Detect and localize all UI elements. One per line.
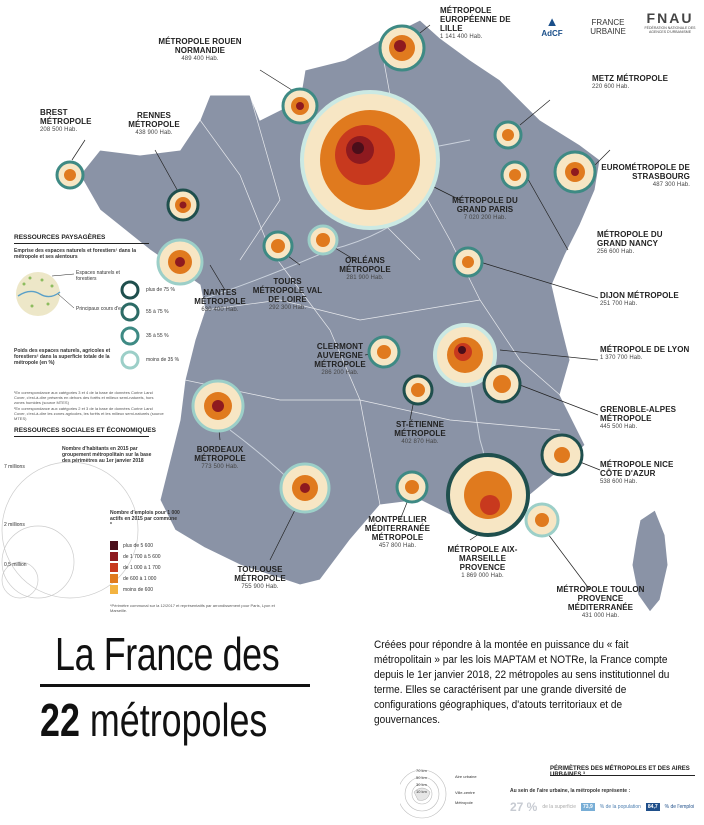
label-toulouse: TOULOUSE MÉTROPOLE 755 900 Hab. xyxy=(234,565,286,590)
title-line-1: La France des xyxy=(55,628,280,680)
radius-10: 10 km xyxy=(416,789,427,794)
radius-30: 30 km xyxy=(416,782,427,787)
stat-emploi-label: % de l'emploi xyxy=(664,804,695,810)
title-word: métropoles xyxy=(89,694,268,746)
title-rule xyxy=(40,684,310,687)
label-tours: TOURS MÉTROPOLE VAL DE LOIRE 292 300 Hab. xyxy=(252,277,323,311)
label-lyon: MÉTROPOLE DE LYON 1 370 700 Hab. xyxy=(600,345,690,361)
bottom-stats: 27 % de la superficie 73,9 % de la popul… xyxy=(510,800,694,814)
legend-note-1: ¹En correspondance aux catégories 3 et 4… xyxy=(14,390,154,405)
swatch-4 xyxy=(110,574,118,583)
fnau-logo: FNAU FÉDÉRATION NATIONALE DES AGENCES D'… xyxy=(644,10,696,34)
legend-size-05m: 0,5 million xyxy=(4,562,27,568)
ville-label: Ville-centre xyxy=(455,790,475,795)
label-nancy: MÉTROPOLE DU GRAND NANCY 256 600 Hab. xyxy=(597,230,663,255)
label-rouen: MÉTROPOLE ROUEN NORMANDIE 489 400 Hab. xyxy=(158,37,242,62)
legend-ring-4: moins de 35 % xyxy=(146,357,180,363)
legend-ring-icons xyxy=(120,280,140,370)
label-toulon: MÉTROPOLE TOULON PROVENCE MÉDITERRANÉE 43… xyxy=(556,585,645,619)
metropole-label: Métropole xyxy=(455,800,473,805)
legend-cours-label: Principaux cours d'eau xyxy=(76,306,127,312)
legend-paysage-title: RESSOURCES PAYSAGÈRES xyxy=(14,234,106,241)
label-brest: BREST MÉTROPOLE 208 500 Hab. xyxy=(40,108,92,133)
label-bordeaux: BORDEAUX MÉTROPOLE 773 500 Hab. xyxy=(194,445,246,470)
legend-emplois-title: Nombre d'emplois pour 1 000 actifs en 20… xyxy=(110,510,180,528)
legend-emplois-note: *Périmètre communal sur la 12/2017 et re… xyxy=(110,603,275,613)
adcf-logo: ▲ AdCF xyxy=(541,14,563,38)
label-lille: MÉTROPOLE EUROPÉENNE DE LILLE 1 141 400 H… xyxy=(440,6,511,40)
radius-50: 50 km xyxy=(416,775,427,780)
stat-population-value: 73,9 xyxy=(581,803,595,811)
legend-espaces-label: Espaces naturels et forestiers xyxy=(76,270,120,282)
bottom-sub: Au sein de l'aire urbaine, la métropole … xyxy=(510,788,631,794)
label-grenoble: GRENOBLE-ALPES MÉTROPOLE 445 500 Hab. xyxy=(600,405,677,430)
radius-70: 70 km xyxy=(416,768,427,773)
legend-note-2: ²En correspondance aux catégories 2 et 3… xyxy=(14,406,164,421)
swatch-1 xyxy=(110,541,118,550)
label-nantes: NANTES MÉTROPOLE 630 400 Hab. xyxy=(194,288,246,313)
label-metz: METZ MÉTROPOLE 220 600 Hab. xyxy=(592,74,669,90)
stat-emploi-value: 84,7 xyxy=(645,803,660,811)
label-nice: MÉTROPOLE NICE CÔTE D'AZUR 538 600 Hab. xyxy=(600,460,674,485)
legend-paysage-sub: Emprise des espaces naturels et forestie… xyxy=(14,248,136,260)
swatch-2 xyxy=(110,552,118,561)
label-strasbourg: EUROMÉTROPOLE DE STRASBOURG 487 300 Hab. xyxy=(601,163,690,188)
intro-text: Créées pour répondre à la montée en puis… xyxy=(374,639,670,726)
aire-urbaine-diagram xyxy=(400,769,447,819)
label-st-etienne: ST-ÉTIENNE MÉTROPOLE 402 870 Hab. xyxy=(394,420,446,445)
label-aix-marseille: MÉTROPOLE AIX-MARSEILLE PROVENCE 1 869 00… xyxy=(447,545,518,579)
metropolis-circles xyxy=(55,24,597,538)
france-map xyxy=(1,19,669,613)
legend-social-title: RESSOURCES SOCIALES ET ÉCONOMIQUES xyxy=(14,427,156,434)
legend-ring-1: plus de 75 % xyxy=(146,287,175,293)
title-line-2: 22 métropoles xyxy=(40,693,267,747)
swatch-5 xyxy=(110,585,118,594)
legend-size-2m: 2 millions xyxy=(4,522,25,528)
label-dijon: DIJON MÉTROPOLE 251 700 Hab. xyxy=(600,291,679,307)
france-urbaine-logo: FRANCE URBAINE xyxy=(590,18,626,36)
population-size-legend xyxy=(1,461,139,599)
legend-poids-title: Poids des espaces naturels, agricoles et… xyxy=(14,348,111,366)
legend-size-7m: 7 millions xyxy=(4,464,25,470)
connector-lines xyxy=(71,24,611,591)
aire-label: Aire urbaine xyxy=(455,774,477,779)
france-mainland xyxy=(79,19,601,586)
swatch-3 xyxy=(110,563,118,572)
label-clermont: CLERMONT AUVERGNE MÉTROPOLE 286 200 Hab. xyxy=(314,342,366,376)
label-rennes: RENNES MÉTROPOLE 438 900 Hab. xyxy=(128,111,180,136)
stat-superficie-label: de la superficie xyxy=(542,804,576,810)
label-orleans: ORLÉANS MÉTROPOLE 281 900 Hab. xyxy=(339,256,391,281)
label-grand-paris: MÉTROPOLE DU GRAND PARIS 7 020 200 Hab. xyxy=(452,196,518,221)
bottom-title: PÉRIMÈTRES DES MÉTROPOLES ET DES AIRES U… xyxy=(550,766,690,778)
label-montpellier: MONTPELLIER MÉDITERRANÉE MÉTROPOLE 457 80… xyxy=(364,515,431,549)
legend-ring-3: 35 à 55 % xyxy=(146,333,169,339)
title-number: 22 xyxy=(40,694,80,746)
corsica xyxy=(631,509,669,613)
stat-superficie-value: 27 % xyxy=(510,800,538,814)
legend-paysage-sample xyxy=(16,272,75,316)
legend-habitants-title: Nombre d'habitants en 2015 par groupemen… xyxy=(62,446,152,464)
stat-population-label: % de la population xyxy=(599,804,641,810)
legend-ring-2: 55 à 75 % xyxy=(146,309,169,315)
legend-emplois-scale: plus de 5 600 de 1 700 à 5 600 de 1 000 … xyxy=(110,540,161,595)
